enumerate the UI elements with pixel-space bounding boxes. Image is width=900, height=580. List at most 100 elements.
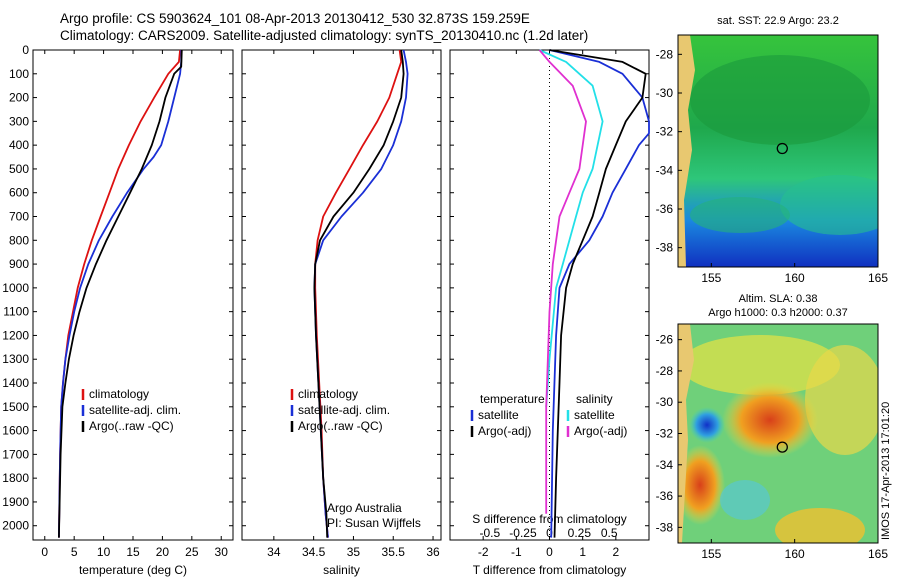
depth-tick-label: 0 <box>22 43 29 57</box>
temperature-series-blue <box>58 50 183 538</box>
temperature-xtick-label: 15 <box>126 545 140 559</box>
difference-series-magenta <box>538 49 587 514</box>
depth-tick-label: 1600 <box>2 424 29 438</box>
sla-map-subtitle: Argo h1000: 0.3 h2000: 0.37 <box>708 307 847 319</box>
title-line-2: Climatology: CARS2009. Satellite-adjuste… <box>60 28 589 43</box>
depth-tick-label: 1300 <box>2 352 29 366</box>
salinity-diff-tick-label: 0.5 <box>601 526 618 540</box>
depth-tick-label: 2000 <box>2 519 29 533</box>
temperature-xlabel: temperature (deg C) <box>79 563 187 577</box>
salinity-xlabel: salinity <box>323 563 360 577</box>
sst-argo-marker <box>776 142 788 155</box>
difference-xtick-label: 0 <box>546 545 553 559</box>
temperature-series-red <box>58 49 181 538</box>
sst-map-xtick-label: 160 <box>785 271 805 285</box>
salinity-series-red <box>314 49 403 538</box>
diff-legend-label: satellite <box>574 408 615 422</box>
temperature-xtick-label: 10 <box>97 545 111 559</box>
sst-map-image <box>678 35 878 267</box>
diff-legend-label: satellite <box>478 408 519 422</box>
sla-map-title: Altim. SLA: 0.38 <box>739 293 818 305</box>
temperature-frame <box>32 49 234 541</box>
sst-map-title: sat. SST: 22.9 Argo: 23.2 <box>717 15 839 27</box>
diff-legend-group-title: temperature <box>480 392 545 406</box>
salinity-xtick-label: 34 <box>267 545 281 559</box>
sst-map-ytick-label: -32 <box>656 125 674 139</box>
salinity-legend-label: climatology <box>298 387 358 401</box>
sla-map-xtick-label: 160 <box>785 547 805 561</box>
depth-tick-label: 500 <box>9 162 29 176</box>
sla-map-ytick-label: -34 <box>656 458 674 472</box>
sst-map-xtick-label: 165 <box>868 271 888 285</box>
temperature-legend-label: climatology <box>89 387 149 401</box>
sla-argo-marker <box>776 441 788 453</box>
depth-tick-label: 1900 <box>2 495 29 509</box>
difference-series-blue <box>549 49 650 538</box>
sla-map-ytick-label: -36 <box>656 489 674 503</box>
panel-annotation: Argo Australia <box>327 501 402 515</box>
difference-xtick-label: -2 <box>478 545 489 559</box>
salinity-series-blue <box>313 49 409 538</box>
depth-tick-label: 700 <box>9 210 29 224</box>
diff-legend-label: Argo(-adj) <box>478 424 531 438</box>
panel-annotation: PI: Susan Wijffels <box>327 516 421 530</box>
temperature-legend-label: Argo(..raw -QC) <box>89 419 174 433</box>
salinity-series-black <box>313 49 405 538</box>
salinity-xtick-label: 35 <box>347 545 361 559</box>
salinity-diff-tick-label: 0.25 <box>568 526 592 540</box>
depth-tick-label: 1000 <box>2 281 29 295</box>
depth-tick-label: 400 <box>9 138 29 152</box>
sla-map-ytick-label: -28 <box>656 364 674 378</box>
salinity-legend-label: satellite-adj. clim. <box>298 403 390 417</box>
sla-map-ytick-label: -38 <box>656 520 674 534</box>
diff-legend-label: Argo(-adj) <box>574 424 627 438</box>
sst-map-xtick-label: 155 <box>701 271 721 285</box>
sla-map-xtick-label: 165 <box>868 547 888 561</box>
depth-tick-label: 1100 <box>3 305 29 319</box>
title-line-1: Argo profile: CS 5903624_101 08-Apr-2013… <box>60 11 530 26</box>
difference-xtick-label: -1 <box>511 545 522 559</box>
salinity-xtick-label: 36 <box>426 545 440 559</box>
sla-map-ytick-label: -32 <box>656 427 674 441</box>
sst-map-ytick-label: -36 <box>656 202 674 216</box>
difference-xlabel: T difference from climatology <box>473 563 627 577</box>
difference-series-cyan <box>539 49 604 407</box>
temperature-xtick-label: 25 <box>185 545 199 559</box>
salinity-diff-xlabel: S difference from climatology <box>472 512 627 526</box>
difference-xtick-label: 1 <box>579 545 586 559</box>
sst-map-ytick-label: -28 <box>656 47 674 61</box>
sla-map-ytick-label: -30 <box>656 395 674 409</box>
depth-tick-label: 1400 <box>2 376 29 390</box>
sla-map-image <box>678 324 878 543</box>
depth-tick-label: 1200 <box>2 328 29 342</box>
salinity-frame <box>241 49 442 541</box>
difference-series-black <box>549 49 647 538</box>
salinity-xtick-label: 35.5 <box>382 545 406 559</box>
salinity-xtick-label: 34.5 <box>302 545 326 559</box>
depth-tick-label: 200 <box>9 91 29 105</box>
depth-tick-label: 900 <box>9 257 29 271</box>
sla-map-xtick-label: 155 <box>701 547 721 561</box>
depth-tick-label: 1500 <box>2 400 29 414</box>
temperature-xtick-label: 30 <box>215 545 229 559</box>
salinity-diff-tick-label: -0.25 <box>509 526 537 540</box>
temperature-xtick-label: 20 <box>156 545 170 559</box>
difference-xtick-label: 2 <box>612 545 619 559</box>
temperature-legend-label: satellite-adj. clim. <box>89 403 181 417</box>
depth-tick-label: 1800 <box>2 471 29 485</box>
depth-tick-label: 100 <box>9 67 29 81</box>
temperature-xtick-label: 0 <box>41 545 48 559</box>
depth-tick-label: 600 <box>9 186 29 200</box>
diff-legend-group-title: salinity <box>576 392 613 406</box>
temperature-xtick-label: 5 <box>71 545 78 559</box>
sst-map-ytick-label: -34 <box>656 163 674 177</box>
salinity-diff-tick-label: -0.5 <box>479 526 500 540</box>
depth-tick-label: 800 <box>9 233 29 247</box>
depth-tick-label: 1700 <box>2 447 29 461</box>
salinity-diff-tick-label: 0 <box>546 526 553 540</box>
temperature-series-black <box>58 49 183 538</box>
sst-map-ytick-label: -30 <box>656 86 674 100</box>
imos-stamp: IMOS 17-Apr-2013 17:01:20 <box>880 401 892 540</box>
depth-tick-label: 300 <box>9 114 29 128</box>
